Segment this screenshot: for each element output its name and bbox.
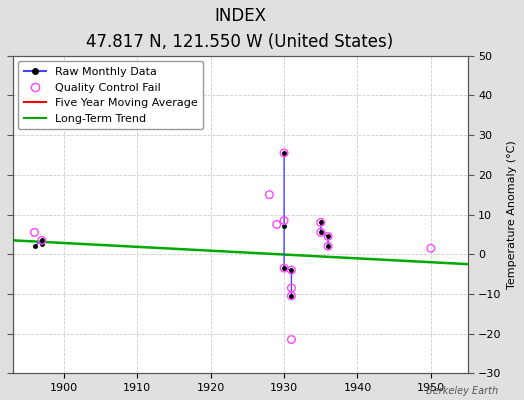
Point [316, 229, 325, 236]
Point [324, 233, 332, 240]
Point [265, 192, 274, 198]
Y-axis label: Temperature Anomaly (°C): Temperature Anomaly (°C) [507, 140, 517, 289]
Point [280, 217, 288, 224]
Text: Berkeley Earth: Berkeley Earth [425, 386, 498, 396]
Point [287, 285, 296, 291]
Point [30, 229, 39, 236]
Point [427, 245, 435, 252]
Point [324, 243, 332, 250]
Point [280, 265, 288, 271]
Point [272, 221, 281, 228]
Legend: Raw Monthly Data, Quality Control Fail, Five Year Moving Average, Long-Term Tren: Raw Monthly Data, Quality Control Fail, … [18, 61, 203, 130]
Title: INDEX
47.817 N, 121.550 W (United States): INDEX 47.817 N, 121.550 W (United States… [86, 7, 394, 51]
Point [38, 237, 46, 244]
Point [287, 267, 296, 273]
Point [316, 219, 325, 226]
Point [287, 293, 296, 299]
Point [287, 336, 296, 343]
Point [280, 150, 288, 156]
